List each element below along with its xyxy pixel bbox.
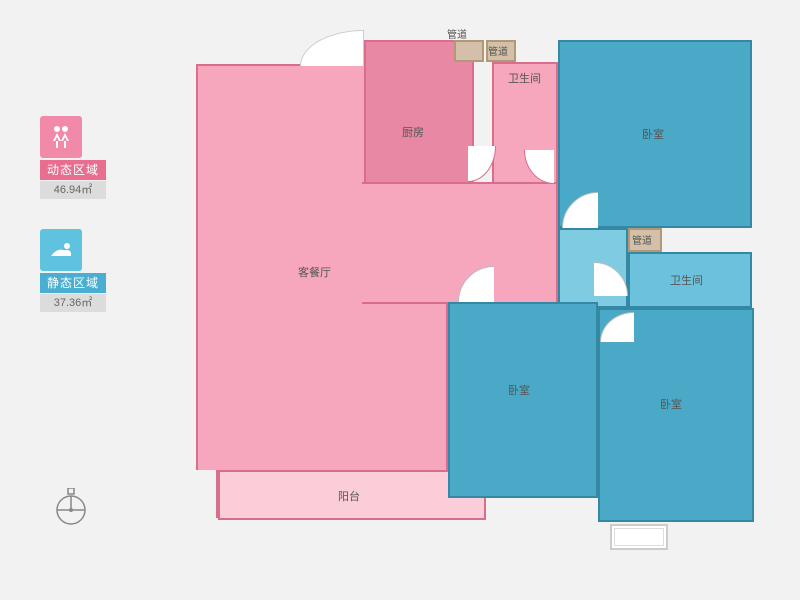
dynamic-label: 动态区域 (40, 160, 106, 180)
bedroom1-label: 卧室 (642, 126, 664, 142)
seam-cover (360, 184, 366, 302)
room-bedroom2 (448, 302, 598, 498)
duct3-label: 管道 (632, 232, 652, 247)
exterior-inner (614, 528, 664, 546)
kitchen-label: 厨房 (402, 124, 424, 140)
door-arc (600, 312, 634, 342)
bedroom2-label: 卧室 (508, 382, 530, 398)
door-arc (458, 266, 494, 302)
static-icon (40, 229, 82, 271)
static-value: 37.36㎡ (40, 294, 106, 312)
compass-icon (54, 488, 88, 533)
bath1-label: 卫生间 (508, 70, 541, 86)
door-arc (300, 30, 364, 66)
duct1-label: 管道 (447, 26, 467, 41)
bedroom3-label: 卧室 (660, 396, 682, 412)
balcony-label: 阳台 (338, 488, 360, 504)
static-label: 静态区域 (40, 273, 106, 293)
wall-nib-left (196, 470, 218, 518)
door-arc (524, 150, 554, 184)
legend-dynamic: 动态区域 46.94㎡ (40, 116, 106, 199)
dynamic-icon (40, 116, 82, 158)
legend-panel: 动态区域 46.94㎡ 静态区域 37.36㎡ (40, 116, 106, 342)
legend-static: 静态区域 37.36㎡ (40, 229, 106, 312)
dynamic-value: 46.94㎡ (40, 181, 106, 199)
duct2-label: 管道 (488, 43, 508, 58)
door-arc (594, 262, 628, 296)
floorplan-container: 客餐厅 厨房 卫生间 管道 管道 阳台 卧室 管道 卫生间 卧室 卧室 (190, 26, 756, 566)
door-arc (468, 146, 496, 182)
living-label: 客餐厅 (298, 264, 331, 280)
door-arc (562, 192, 598, 228)
bath2-label: 卫生间 (670, 272, 703, 288)
room-duct1 (454, 40, 484, 62)
